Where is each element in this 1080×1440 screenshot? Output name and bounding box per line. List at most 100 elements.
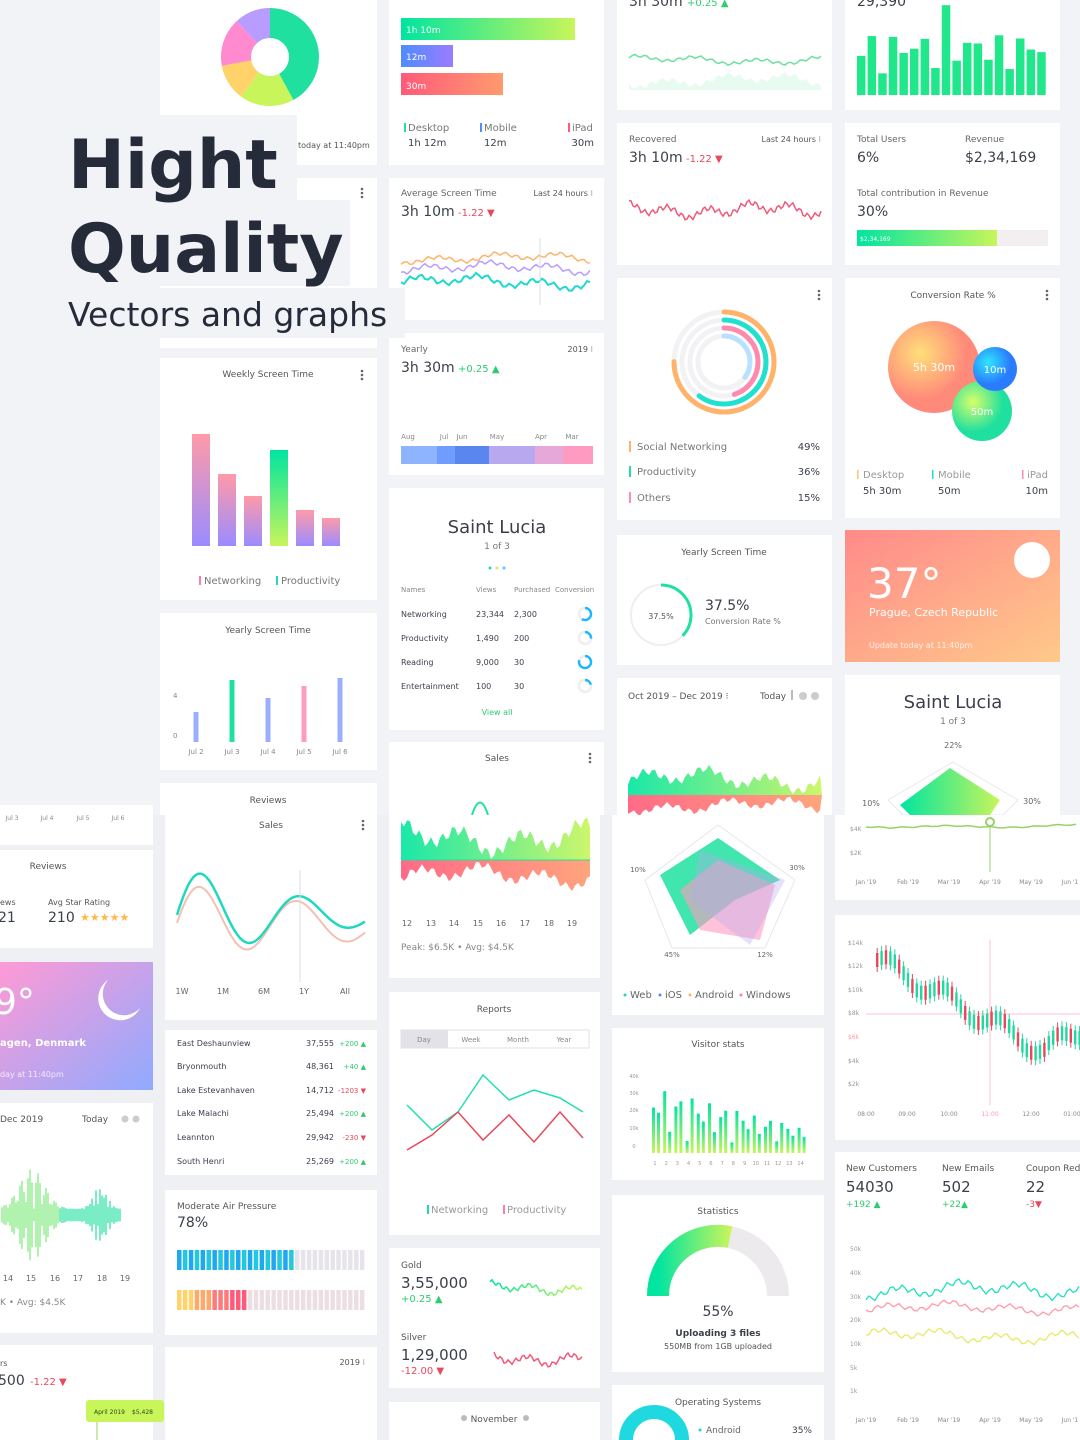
label: New Customers [846, 1164, 917, 1174]
candle [968, 1011, 971, 1026]
bar [791, 1135, 795, 1153]
candle [893, 954, 896, 969]
candle [1060, 1026, 1064, 1041]
bubble [973, 347, 1017, 391]
label: 29,390 [857, 0, 906, 10]
pager-dot [488, 566, 492, 570]
pressure-cell [283, 1290, 288, 1310]
bar [296, 510, 314, 546]
label: +40 ▲ [344, 1063, 367, 1071]
label: 11 [764, 1161, 770, 1167]
bar [963, 42, 972, 95]
label: 0 [173, 732, 177, 740]
label: 45% [664, 951, 680, 959]
label: Android [695, 990, 734, 1001]
label: ews [0, 898, 16, 907]
label: 14,712 [306, 1086, 334, 1095]
candle [1003, 1014, 1006, 1029]
bar [769, 1120, 772, 1153]
pressure-cell [300, 1290, 306, 1310]
candle [889, 951, 892, 966]
radar-shape [680, 860, 775, 940]
label: Total contribution in Revenue [856, 189, 989, 199]
label: Feb '19 [897, 1417, 919, 1424]
label: 1h 10m [406, 26, 441, 36]
bar [696, 1113, 700, 1153]
legend-dot [688, 993, 692, 997]
candle [937, 980, 940, 995]
bar [674, 1106, 678, 1153]
bar [337, 678, 343, 742]
candle [964, 1005, 967, 1020]
label: 12:00 [1022, 1111, 1039, 1118]
pressure-cell [277, 1250, 282, 1270]
label: Jul [439, 433, 449, 441]
label: Desktop [863, 470, 904, 481]
pressure-cell [336, 1250, 341, 1270]
sun [1014, 542, 1050, 578]
bar [752, 1115, 756, 1153]
bar [193, 712, 199, 742]
segment [489, 446, 535, 464]
label: +0.25 ▲ [401, 1294, 443, 1305]
card [165, 1190, 377, 1335]
card [617, 0, 832, 110]
label: Networking [431, 1205, 488, 1216]
label: -3▼ [1026, 1200, 1042, 1210]
label: May '19 [1019, 879, 1043, 886]
pressure-cell [306, 1290, 312, 1310]
label: 37° [867, 559, 941, 608]
menu-dot [360, 377, 364, 381]
label: iPad [1027, 470, 1048, 481]
label: Today [81, 1115, 109, 1125]
label: 09:00 [898, 1111, 915, 1118]
label: Conversion Rate % [910, 291, 996, 301]
bar [701, 1121, 705, 1153]
ring-arc [679, 317, 769, 407]
pressure-cell [283, 1250, 288, 1270]
label: 40k [629, 1074, 638, 1080]
label: Feb '19 [897, 879, 919, 886]
label: 20k [629, 1108, 638, 1114]
card [389, 488, 604, 730]
bar [1037, 52, 1046, 95]
ring-arc [671, 309, 777, 415]
label: $14k [848, 940, 863, 947]
bar [708, 1103, 711, 1153]
label: 30% [789, 864, 805, 872]
candle [1038, 1044, 1042, 1059]
label: 2019 ⁝ [340, 1358, 365, 1367]
label: 8 [732, 1161, 735, 1167]
label: 23,344 [476, 610, 504, 619]
menu-dot [1045, 297, 1049, 301]
pressure-cell [212, 1250, 217, 1270]
sparkline [471, 801, 489, 816]
label: Productivity [637, 467, 696, 478]
label: 1 [653, 1161, 656, 1167]
label: 2,300 [514, 610, 537, 619]
nav-button [799, 692, 807, 700]
donut-segment [221, 8, 319, 106]
label: 25,494 [306, 1109, 334, 1118]
bar [910, 48, 919, 95]
label: Productivity [401, 634, 449, 643]
pressure-cell [253, 1250, 259, 1270]
label: 3,55,000 [401, 1274, 468, 1292]
label: Yearly Screen Time [680, 548, 767, 558]
pressure-cell [359, 1290, 365, 1310]
pressure-cell [265, 1250, 270, 1270]
bar [657, 1112, 660, 1153]
label: Jul 2 [187, 748, 203, 756]
pressure-cell [218, 1290, 223, 1310]
candle [1052, 1030, 1055, 1045]
cursor-dot [985, 817, 995, 827]
pressure-cell [188, 1250, 194, 1270]
pressure-cell [206, 1250, 211, 1270]
label: 37.5% [648, 612, 674, 621]
hero-backdrop [60, 288, 405, 338]
label: 3h 30m [629, 0, 683, 10]
bar [741, 1120, 745, 1153]
bar [775, 1141, 779, 1153]
candle [1069, 1028, 1072, 1043]
label: Revenue [965, 135, 1005, 145]
